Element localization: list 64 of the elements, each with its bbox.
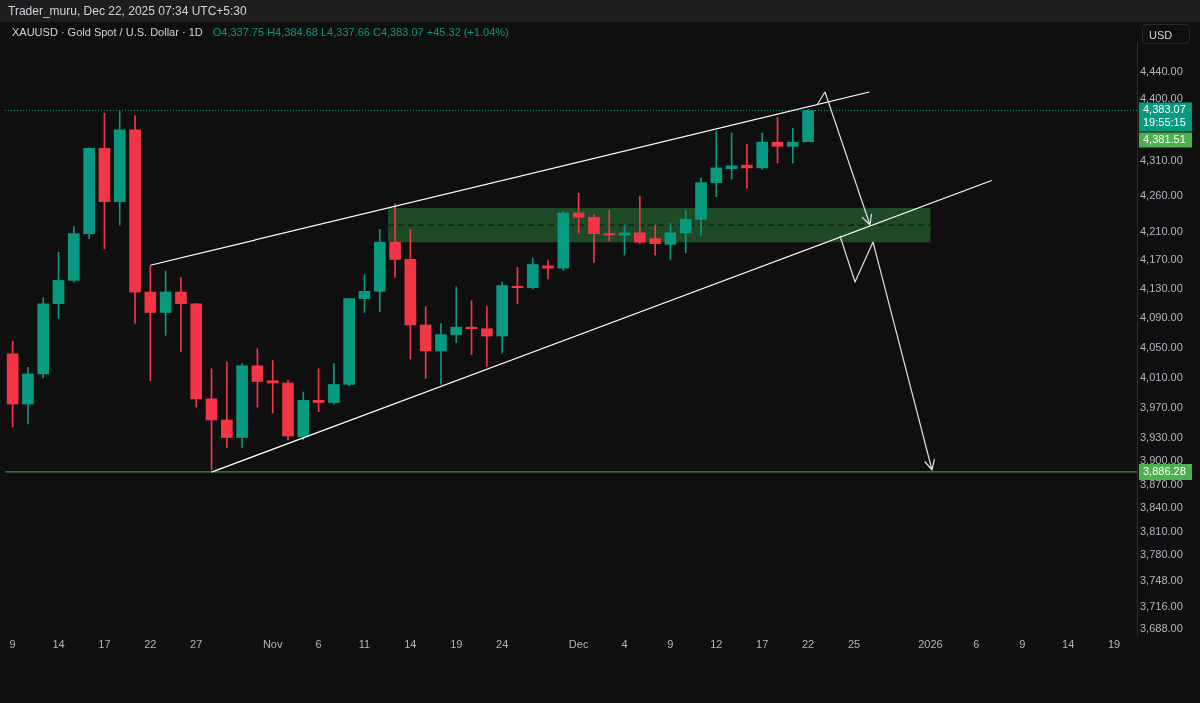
x-tick-label: 22 bbox=[801, 637, 815, 650]
y-tick-label: 4,010.00 bbox=[1140, 370, 1183, 383]
y-tick-label: 3,870.00 bbox=[1140, 477, 1183, 490]
y-tick-label: 3,716.00 bbox=[1140, 599, 1183, 612]
text: 19:55:15 bbox=[1143, 116, 1186, 129]
y-tick-label: 4,130.00 bbox=[1140, 282, 1183, 295]
chart-title: XAUUSD · Gold Spot / U.S. Dollar · 1D bbox=[12, 26, 203, 38]
y-axis-title: USD bbox=[1142, 24, 1190, 44]
ref-line-label: 3,886.28 bbox=[1143, 464, 1186, 477]
candlestick bbox=[741, 143, 753, 189]
candlestick bbox=[603, 209, 616, 242]
x-tick-label: 9 bbox=[9, 637, 16, 650]
x-tick-label: 14 bbox=[404, 637, 417, 650]
candlestick bbox=[649, 224, 661, 256]
x-tick-label: 2026 bbox=[918, 637, 943, 650]
x-tick-label: 6 bbox=[315, 637, 322, 650]
text: Trader_muru, Dec 22, 2025 07:34 UTC+5:30 bbox=[0, 0, 1200, 22]
y-tick-label: 4,170.00 bbox=[1140, 253, 1183, 266]
x-tick-label: 14 bbox=[1062, 637, 1075, 650]
y-tick-label: 3,810.00 bbox=[1140, 524, 1183, 537]
y-tick-label: 3,688.00 bbox=[1140, 622, 1183, 635]
x-tick-label: 19 bbox=[450, 637, 463, 650]
x-tick-label: 27 bbox=[190, 637, 203, 650]
y-tick-label: 3,900.00 bbox=[1140, 454, 1183, 467]
y-tick-label: 4,310.00 bbox=[1140, 153, 1183, 166]
candlestick bbox=[389, 203, 401, 278]
x-tick-label: 22 bbox=[144, 637, 157, 650]
candlestick bbox=[220, 361, 233, 448]
ref-line-label: 4,383.07 bbox=[1143, 103, 1186, 116]
candlestick bbox=[710, 130, 723, 198]
candlestick bbox=[481, 306, 493, 367]
x-tick-label: 9 bbox=[1019, 637, 1026, 650]
y-tick-label: 4,090.00 bbox=[1140, 311, 1183, 324]
x-tick-label: 14 bbox=[52, 637, 65, 650]
y-tick-label: 3,930.00 bbox=[1140, 431, 1183, 444]
candlestick bbox=[175, 277, 187, 352]
x-tick-label: 25 bbox=[847, 637, 861, 650]
chart-subtitle: O4,337.75 H4,384.68 L4,337.66 C4,383.07 +45.32 (+1.04%) bbox=[212, 26, 509, 38]
y-tick-label: 4,440.00 bbox=[1140, 64, 1183, 77]
y-tick-label: 4,210.00 bbox=[1140, 224, 1183, 237]
x-tick-label: 19 bbox=[1107, 637, 1121, 650]
candlestick bbox=[634, 195, 646, 244]
y-tick-label: 4,260.00 bbox=[1140, 189, 1183, 202]
x-tick-label: 12 bbox=[710, 637, 723, 650]
text: 4,381.51 bbox=[1143, 132, 1186, 145]
candlestick bbox=[266, 360, 279, 414]
candlestick bbox=[144, 265, 157, 382]
x-tick-label: 9 bbox=[667, 637, 674, 650]
y-tick-label: 3,840.00 bbox=[1140, 500, 1183, 513]
y-tick-label: 3,970.00 bbox=[1140, 400, 1183, 413]
x-tick-label: 4 bbox=[621, 637, 628, 650]
x-tick-label: 17 bbox=[98, 637, 111, 650]
y-tick-label: 3,748.00 bbox=[1140, 573, 1183, 586]
candlestick bbox=[450, 286, 463, 344]
x-tick-label: 6 bbox=[973, 637, 980, 650]
x-tick-label: 24 bbox=[496, 637, 509, 650]
x-tick-label: Nov bbox=[262, 637, 283, 650]
y-tick-label: 3,780.00 bbox=[1140, 548, 1183, 561]
y-tick-label: 4,050.00 bbox=[1140, 340, 1183, 353]
y-tick-label: 4,400.00 bbox=[1140, 91, 1183, 104]
x-tick-label: 11 bbox=[358, 637, 371, 650]
x-tick-label: 17 bbox=[756, 637, 769, 650]
candlestick bbox=[786, 128, 799, 164]
x-tick-label: Dec bbox=[568, 637, 589, 650]
